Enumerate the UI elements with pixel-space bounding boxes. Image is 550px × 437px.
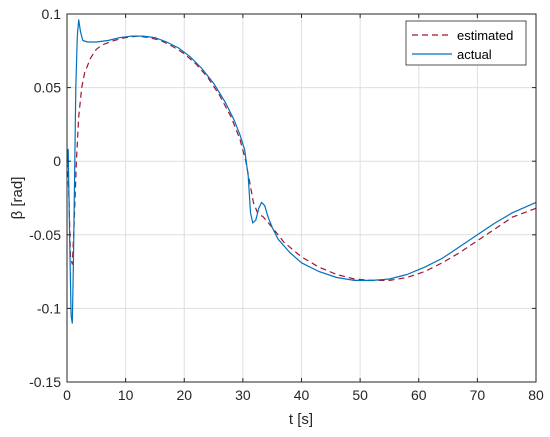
legend-box: [405, 20, 527, 66]
x-tick-label: 10: [118, 387, 134, 403]
y-tick-label: -0.05: [29, 227, 61, 243]
y-tick-label: 0.1: [42, 6, 62, 22]
legend-label-estimated: estimated: [457, 28, 513, 43]
legend: estimated actual: [405, 20, 527, 66]
x-tick-label: 60: [411, 387, 427, 403]
axis-ticks: [66, 13, 537, 383]
x-tick-label: 30: [235, 387, 251, 403]
y-tick-label: 0.05: [34, 80, 61, 96]
x-tick-label: 70: [470, 387, 486, 403]
x-tick-label: 20: [176, 387, 192, 403]
legend-label-actual: actual: [457, 47, 492, 62]
series-lines: [66, 19, 537, 324]
series-line-estimated: [66, 35, 537, 281]
y-tick-label: -0.15: [29, 374, 61, 390]
y-axis-label: β [rad]: [9, 177, 26, 220]
tick-labels: 0 10 20 30 40 50 60 70 80 0.1 0.05 0 -0.05 -0.1 -0.15: [29, 6, 544, 403]
x-tick-label: 40: [294, 387, 310, 403]
x-axis-label: t [s]: [289, 411, 313, 428]
series-line-actual: [66, 19, 537, 324]
x-tick-label: 80: [528, 387, 544, 403]
x-tick-label: 50: [352, 387, 368, 403]
y-tick-label: 0: [53, 153, 61, 169]
y-tick-label: -0.1: [37, 300, 61, 316]
x-tick-label: 0: [63, 387, 71, 403]
